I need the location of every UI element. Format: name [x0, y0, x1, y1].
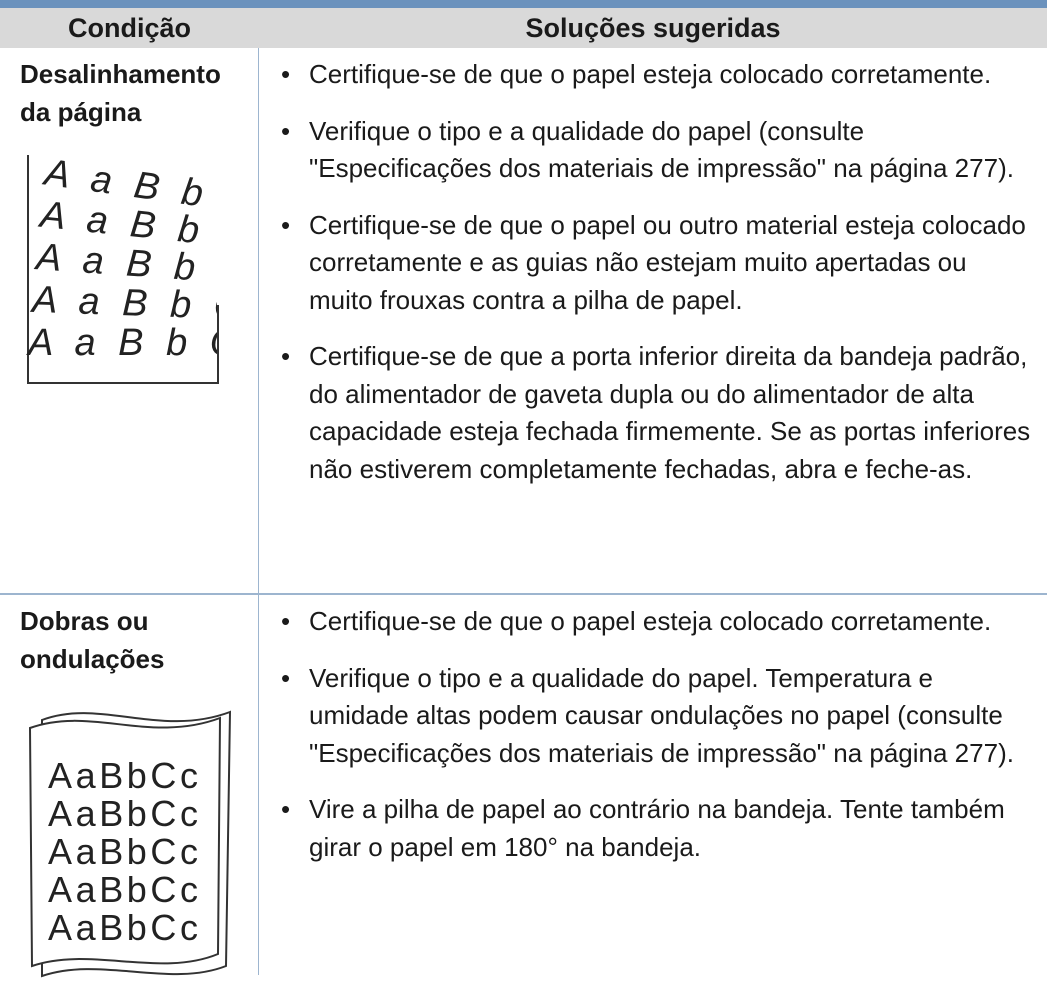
solutions-cell: Certifique-se de que o papel esteja colo…	[259, 48, 1047, 593]
illustration-text: AaBbCc	[48, 907, 198, 948]
condition: Dobras ou ondulações	[20, 606, 165, 674]
solutions: Certifique-se de que o papel esteja colo…	[281, 603, 1037, 866]
solution: Certifique-se de que o papel esteja colo…	[281, 56, 1037, 94]
header-cell: Condição	[67, 12, 191, 43]
solution: Certifique-se de que a porta inferior di…	[281, 338, 1037, 488]
paper-edge	[27, 155, 219, 384]
solutions: Certifique-se de que o papel esteja colo…	[281, 56, 1037, 488]
condition-cell: Dobras ou ondulações AaBbCc AaBbCc AaBbCc Aa…	[0, 595, 259, 978]
illustration-text: A a B b C	[29, 279, 240, 329]
illustration-text: AaBbCc	[48, 831, 198, 872]
illustration-text: AaBbCc	[48, 793, 198, 834]
illustration-text: AaBbCc	[48, 869, 198, 910]
illustration-text: A a B b C	[26, 322, 240, 364]
solution: Certifique-se de que o papel ou outro ma…	[281, 207, 1037, 320]
header: Condição Soluções sugeridas	[0, 0, 1047, 48]
solution: Verifique o tipo e a qualidade do papel …	[281, 113, 1037, 188]
illustration: A a B b CA a B b CA a B b CA a B b CA a …	[26, 155, 240, 384]
table-row: Dobras ou ondulações AaBbCc AaBbCc AaBbCc Aa…	[0, 595, 1047, 978]
solution: Verifique o tipo e a qualidade do papel.…	[281, 660, 1037, 773]
header-cell: Soluções sugeridas	[525, 12, 781, 43]
illustration-text: AaBbCc	[48, 755, 198, 796]
condition: Desalinhamento da página	[20, 59, 221, 127]
solution: Certifique-se de que o papel esteja colo…	[281, 603, 1037, 641]
letters: A a B b CA a B b CA a B b CA a B b CA a …	[26, 155, 240, 364]
solutions-cell: Certifique-se de que o papel esteja colo…	[259, 595, 1047, 975]
solution: Vire a pilha de papel ao contrário na ba…	[281, 791, 1037, 866]
paper	[28, 716, 222, 968]
